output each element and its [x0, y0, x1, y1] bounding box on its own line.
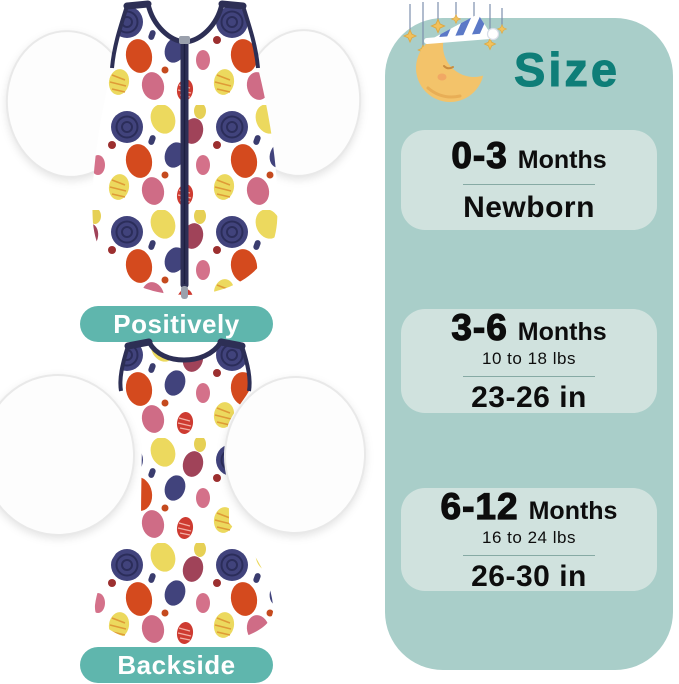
card-divider: [463, 184, 595, 185]
size-value: 26-30 in: [471, 559, 587, 593]
weight-range: 16 to 24 lbs: [482, 527, 576, 547]
age-range-row: 0-3 Months: [451, 135, 607, 176]
moon-blush: [437, 73, 447, 81]
card-divider: [463, 376, 595, 377]
size-value: 23-26 in: [471, 381, 587, 414]
crescent-moon: [416, 34, 484, 102]
size-panel-title: Size: [513, 43, 621, 97]
card-divider: [463, 554, 595, 556]
age-unit: Months: [528, 496, 618, 525]
age-range-row: 3-6 Months: [451, 307, 607, 348]
back-neckline-trim: [146, 340, 224, 363]
back-view-label: Backside: [117, 649, 236, 680]
front-view-photo: [5, 0, 362, 299]
zipper-pull-bottom: [181, 286, 188, 299]
weight-range: 10 to 18 lbs: [482, 349, 576, 368]
zipper: [179, 36, 190, 299]
right-armhole-trim: [241, 5, 260, 69]
age-range: 3-6: [451, 307, 508, 348]
size-panel: Size 0-3 Months Newborn 3-6 Months 10 to…: [385, 18, 673, 670]
nightcap-pompom: [486, 27, 500, 41]
age-unit: Months: [517, 318, 607, 346]
back-right-swaddle-wing: [223, 376, 367, 534]
age-range-row: 6-12 Months: [440, 485, 618, 527]
moon-eye: [443, 65, 454, 70]
zipper-pull-top: [179, 36, 190, 44]
age-unit: Months: [517, 146, 607, 174]
front-view-label-pill: Positively: [80, 306, 273, 342]
back-view-label-pill: Backside: [80, 647, 273, 683]
nightcap-band: [424, 33, 493, 44]
age-range: 6-12: [440, 485, 519, 527]
size-card-3-6-months: 3-6 Months 10 to 18 lbs 23-26 in: [401, 307, 657, 414]
moon-with-stars-icon: [403, 2, 507, 102]
size-card-6-12-months: 6-12 Months 16 to 24 lbs 26-30 in: [401, 485, 657, 593]
left-armhole-trim: [110, 5, 129, 69]
sleep-sack-front: [92, 0, 278, 299]
size-value: Newborn: [463, 191, 595, 224]
sleep-sack-back: [94, 338, 274, 645]
front-view-label: Positively: [113, 308, 240, 339]
size-card-0-3-months: 0-3 Months Newborn: [401, 130, 657, 230]
back-left-swaddle-wing: [0, 374, 136, 536]
back-view-photo: [0, 338, 367, 645]
age-range: 0-3: [451, 135, 508, 176]
